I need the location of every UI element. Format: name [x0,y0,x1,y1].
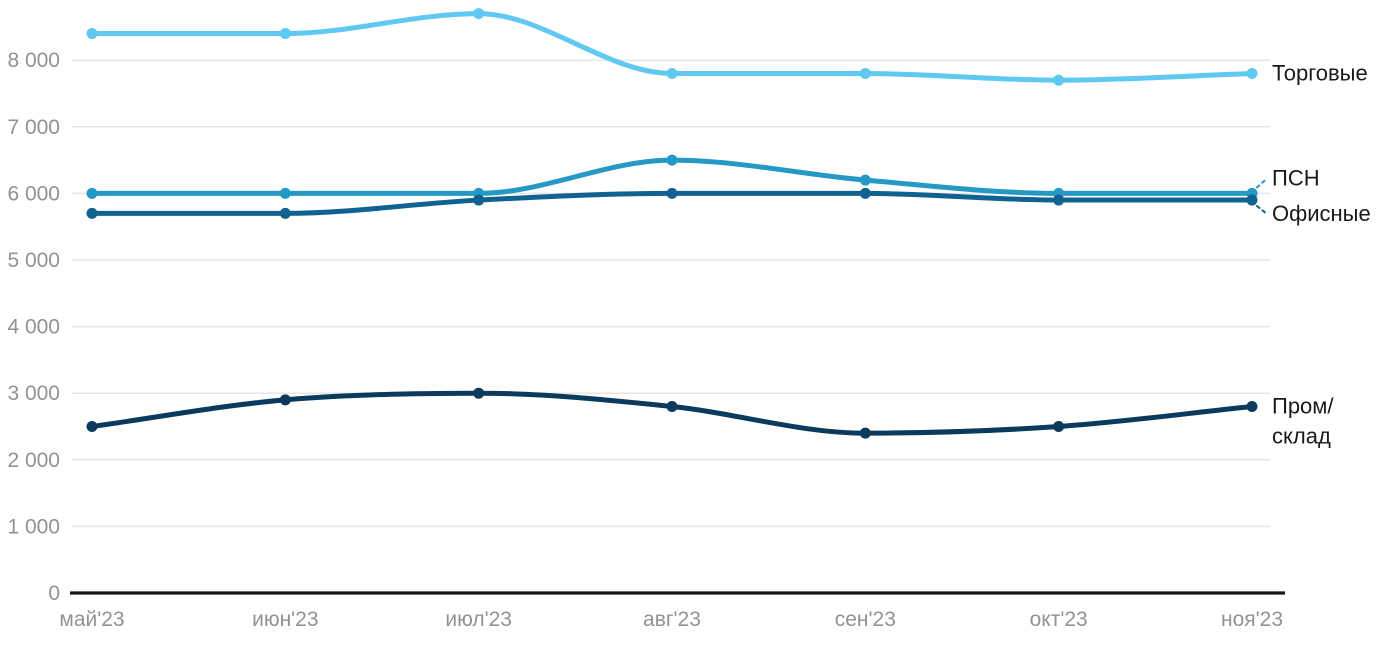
data-point-ofisnye-0 [86,207,98,219]
data-point-torgovye-1 [279,28,291,40]
data-point-prom-sklad-6 [1246,401,1258,413]
data-point-prom-sklad-4 [859,427,871,439]
y-axis-label-7000: 7 000 [7,116,60,139]
y-axis-label-8000: 8 000 [7,49,60,72]
x-axis-label-6: ноя'23 [1221,608,1283,631]
data-point-torgovye-4 [859,68,871,80]
y-axis-label-6000: 6 000 [7,182,60,205]
gridlines [72,59,1270,528]
series-label-ofisnye: Офисные [1272,201,1371,226]
y-axis-label-4000: 4 000 [7,316,60,339]
y-axis-label-3000: 3 000 [7,382,60,405]
data-point-ofisnye-1 [279,207,291,219]
x-axis-labels: май'23 июн'23 июл'23 авг'23 сен'23 окт'23 ноя'… [59,608,1283,631]
series-label-psn: ПСН [1272,165,1320,190]
x-axis-label-3: авг'23 [643,608,701,631]
data-point-prom-sklad-3 [666,401,678,413]
data-point-torgovye-6 [1246,68,1258,80]
x-axis-label-1: июн'23 [252,608,318,631]
data-point-prom-sklad-2 [473,387,485,399]
data-point-prom-sklad-1 [279,394,291,406]
data-point-torgovye-2 [473,8,485,20]
data-point-psn-3 [666,154,678,166]
series-label-prom-sklad-0: Пром/ [1272,394,1334,419]
data-point-ofisnye-3 [666,187,678,199]
series-labels: Торговые ПСН Офисные Пром/склад [1272,61,1371,449]
data-point-torgovye-5 [1053,74,1065,86]
data-point-prom-sklad-5 [1053,421,1065,432]
data-point-psn-0 [86,187,98,199]
x-axis-label-2: июл'23 [445,608,512,631]
data-point-torgovye-3 [666,68,678,80]
x-axis-label-5: окт'23 [1030,608,1088,631]
y-axis-label-5000: 5 000 [7,249,60,272]
data-point-ofisnye-5 [1053,194,1065,206]
y-axis-label-0: 0 [48,582,60,605]
leader-line-ofisnye [1256,205,1268,216]
data-point-torgovye-0 [86,28,98,40]
y-axis-label-1000: 1 000 [7,515,60,538]
data-point-psn-1 [279,187,291,199]
data-point-ofisnye-4 [859,187,871,199]
series-points [86,8,1258,439]
y-axis-labels: 0 1 000 2 000 3 000 4 000 5 000 6 000 7 000 8 00… [7,49,60,605]
x-axis-label-4: сен'23 [835,608,896,631]
series-line-prom-sklad [89,390,1255,436]
y-axis-label-2000: 2 000 [7,449,60,472]
leader-line-psn [1256,177,1268,189]
leader-lines [1256,177,1268,216]
data-point-ofisnye-6 [1246,194,1258,206]
data-point-ofisnye-2 [473,194,485,206]
series-label-torgovye: Торговые [1272,61,1368,86]
series-label-prom-sklad-1: склад [1272,424,1331,449]
data-point-prom-sklad-0 [86,421,98,432]
x-axis-label-0: май'23 [59,608,124,631]
data-point-psn-4 [859,174,871,186]
